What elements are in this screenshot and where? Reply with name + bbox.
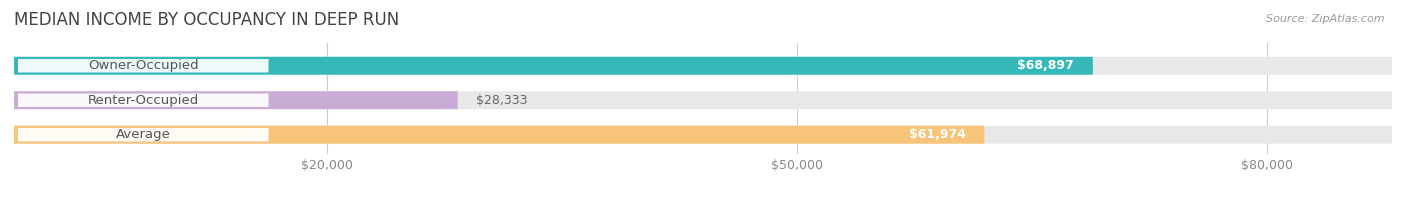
Text: Source: ZipAtlas.com: Source: ZipAtlas.com	[1267, 14, 1385, 24]
FancyBboxPatch shape	[14, 126, 984, 144]
Text: $68,897: $68,897	[1018, 59, 1074, 72]
Text: $28,333: $28,333	[477, 94, 529, 107]
Text: MEDIAN INCOME BY OCCUPANCY IN DEEP RUN: MEDIAN INCOME BY OCCUPANCY IN DEEP RUN	[14, 11, 399, 29]
FancyBboxPatch shape	[18, 94, 269, 107]
FancyBboxPatch shape	[18, 59, 269, 72]
FancyBboxPatch shape	[14, 57, 1392, 75]
FancyBboxPatch shape	[14, 91, 458, 109]
Text: Owner-Occupied: Owner-Occupied	[89, 59, 198, 72]
Text: $61,974: $61,974	[908, 128, 966, 141]
FancyBboxPatch shape	[14, 126, 1392, 144]
Text: Average: Average	[115, 128, 170, 141]
FancyBboxPatch shape	[14, 57, 1092, 75]
FancyBboxPatch shape	[14, 91, 1392, 109]
FancyBboxPatch shape	[18, 128, 269, 141]
Text: Renter-Occupied: Renter-Occupied	[87, 94, 198, 107]
